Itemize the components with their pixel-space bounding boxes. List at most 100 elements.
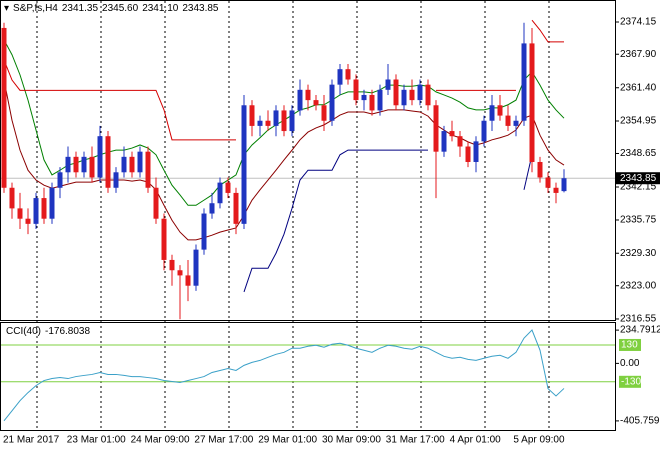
candle-body bbox=[273, 110, 279, 126]
candle-body bbox=[65, 156, 71, 173]
y-tick-label: 2354.95 bbox=[620, 116, 657, 127]
candle-body bbox=[297, 89, 303, 111]
candle-body bbox=[289, 110, 295, 132]
y-tick-label: 234.7912 bbox=[620, 325, 660, 336]
candle-body bbox=[249, 105, 255, 126]
cci-value: -176.8038 bbox=[45, 326, 91, 337]
level-box bbox=[619, 375, 641, 388]
indicator-line bbox=[243, 149, 428, 293]
candle-body bbox=[497, 105, 503, 116]
candle-body bbox=[545, 177, 551, 188]
candle-body bbox=[177, 270, 183, 276]
candle-body bbox=[329, 84, 335, 121]
candle-body bbox=[33, 198, 39, 224]
candle-body bbox=[257, 120, 263, 126]
y-tick-label: 2361.40 bbox=[620, 82, 657, 93]
candle-body bbox=[121, 156, 127, 173]
y-tick-label: 0.00 bbox=[620, 358, 640, 369]
x-tick-label: 24 Mar 09:00 bbox=[131, 435, 190, 446]
candle-body bbox=[433, 105, 439, 152]
candle-body bbox=[97, 136, 103, 178]
symbol: S&P,fs,H4 bbox=[13, 3, 58, 14]
candle-body bbox=[113, 172, 119, 188]
candle-body bbox=[233, 192, 239, 224]
candle-body bbox=[521, 43, 527, 121]
candle-body bbox=[17, 208, 23, 219]
candle-body bbox=[169, 259, 175, 271]
candle-body bbox=[313, 100, 319, 106]
cci-name: CCI(40) bbox=[6, 326, 42, 337]
current-price-label: 2343.85 bbox=[620, 173, 657, 184]
high: 2345.60 bbox=[102, 3, 139, 14]
x-tick-label: 21 Mar 2017 bbox=[3, 435, 60, 446]
candle-body bbox=[385, 79, 391, 90]
x-tick-label: 23 Mar 01:00 bbox=[67, 435, 126, 446]
indicator-line bbox=[531, 19, 564, 43]
candle-body bbox=[481, 120, 487, 142]
symbol-header: ▾ S&P,fs,H4 2341.35 2345.60 2341.10 2343.85 bbox=[4, 3, 223, 14]
candle-body bbox=[41, 198, 47, 219]
candle-body bbox=[401, 89, 407, 106]
candle-body bbox=[417, 84, 423, 101]
candle-body bbox=[449, 131, 455, 137]
candle-body bbox=[57, 172, 63, 188]
candle-body bbox=[321, 105, 327, 121]
candle-body bbox=[137, 151, 143, 173]
current-price-box bbox=[616, 172, 660, 185]
candle-body bbox=[281, 110, 287, 132]
candle-body bbox=[345, 69, 351, 80]
y-tick-label: 2329.30 bbox=[620, 248, 657, 259]
candle-body bbox=[473, 141, 479, 162]
candle-body bbox=[441, 131, 447, 152]
candle-body bbox=[129, 156, 135, 173]
candle-body bbox=[1, 27, 7, 188]
candle-body bbox=[209, 203, 215, 214]
main-pane-frame bbox=[0, 0, 616, 321]
candle-body bbox=[393, 79, 399, 106]
menu-triangle[interactable]: ▾ bbox=[4, 3, 10, 14]
candle-body bbox=[513, 120, 519, 126]
cci-header: CCI(40) -176.8038 bbox=[6, 326, 94, 337]
candle-body bbox=[225, 182, 231, 193]
close: 2343.85 bbox=[182, 3, 219, 14]
candle-body bbox=[465, 146, 471, 162]
y-tick-label: -405.759 bbox=[620, 416, 660, 427]
candle-body bbox=[409, 89, 415, 101]
x-tick-label: 30 Mar 09:00 bbox=[322, 435, 381, 446]
open: 2341.35 bbox=[61, 3, 99, 14]
candle-body bbox=[9, 187, 15, 209]
candle-body bbox=[73, 156, 79, 173]
candle-body bbox=[489, 105, 495, 121]
candle-body bbox=[377, 89, 383, 111]
candle-body bbox=[361, 94, 367, 101]
cci-pane-frame bbox=[0, 322, 616, 431]
x-tick-label: 27 Mar 17:00 bbox=[194, 435, 253, 446]
candle-body bbox=[353, 79, 359, 101]
candle-body bbox=[337, 69, 343, 85]
x-tick-label: 4 Apr 01:00 bbox=[450, 435, 502, 446]
candle-body bbox=[193, 249, 199, 286]
y-tick-label: 2335.75 bbox=[620, 215, 657, 226]
candle-body bbox=[89, 156, 95, 178]
candle-body bbox=[561, 178, 567, 192]
level-label: 130 bbox=[621, 340, 638, 351]
candle-body bbox=[161, 218, 167, 260]
candle-body bbox=[553, 187, 559, 193]
candle-body bbox=[505, 115, 511, 126]
y-tick-label: 2342.15 bbox=[620, 182, 657, 193]
candle-body bbox=[537, 161, 543, 178]
y-tick-label: 2348.65 bbox=[620, 148, 657, 159]
candle-body bbox=[201, 213, 207, 250]
x-tick-label: 31 Mar 17:00 bbox=[386, 435, 445, 446]
level-box bbox=[619, 338, 641, 351]
candle-body bbox=[457, 136, 463, 147]
candle-body bbox=[241, 105, 247, 224]
candle-body bbox=[529, 43, 535, 162]
y-tick-label: 2367.90 bbox=[620, 49, 657, 60]
y-tick-label: 2316.55 bbox=[620, 314, 657, 325]
candle-body bbox=[185, 275, 191, 286]
indicator-line bbox=[3, 79, 565, 241]
candle-body bbox=[305, 89, 311, 101]
